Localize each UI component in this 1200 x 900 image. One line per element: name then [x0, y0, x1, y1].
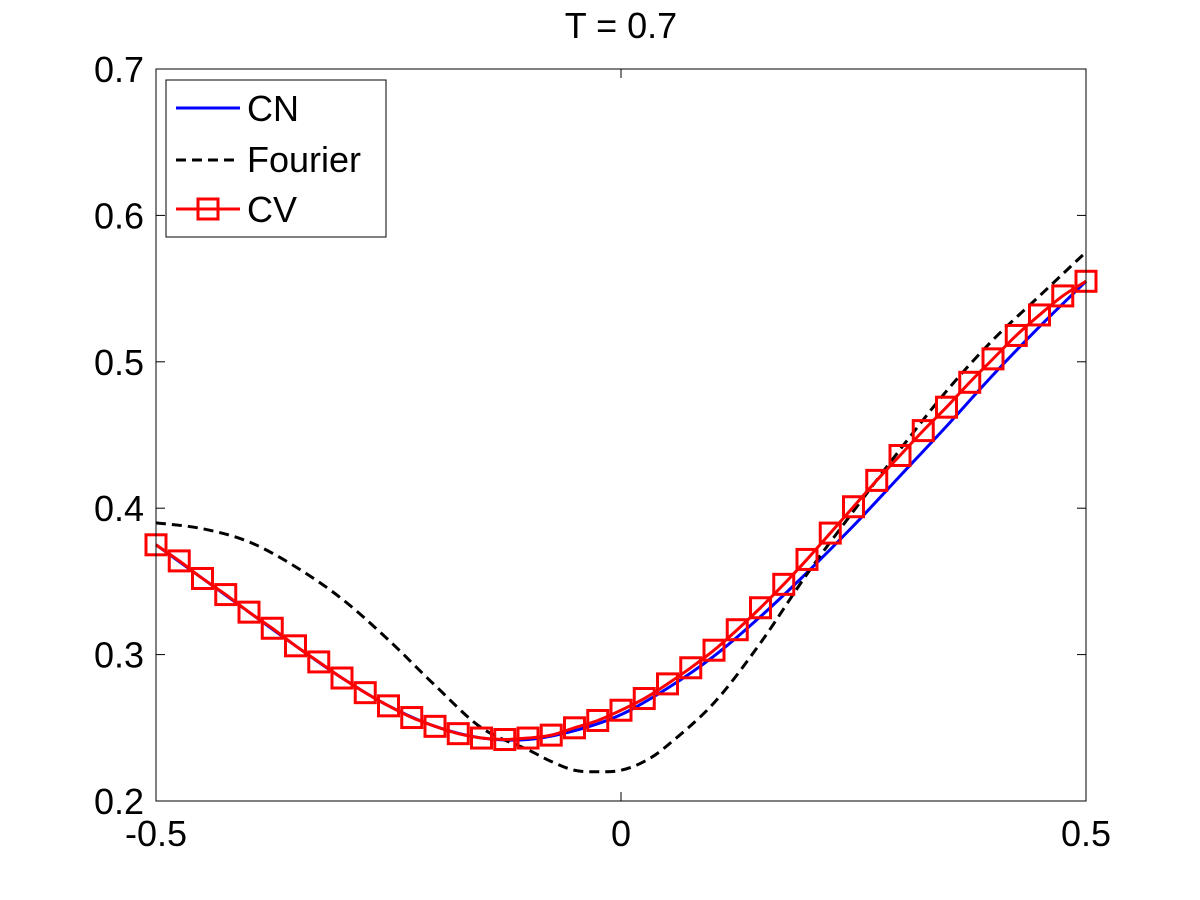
ticks-layer: -0.5 0 0.5 0.2 0.3 0.4 0.5 0.6 0.7 — [94, 49, 1111, 854]
series-point-cv — [609, 698, 633, 722]
series-point-cv — [470, 726, 493, 750]
series-point-cv — [539, 723, 563, 747]
series-line-fourier — [155, 250, 1088, 774]
series-point-cv — [842, 495, 865, 519]
series-point-cv — [237, 600, 261, 624]
series-point-cv — [772, 572, 796, 596]
series-point-cv — [888, 443, 912, 467]
series-point-cv — [260, 616, 284, 640]
series-point-cv — [167, 549, 191, 573]
series-point-cv — [935, 395, 958, 419]
y-tick-label: 0.5 — [94, 342, 144, 383]
series-point-cv — [284, 634, 307, 658]
series-point-cv — [353, 681, 377, 705]
series-point-cv — [911, 419, 935, 443]
series-point-cv — [749, 596, 772, 620]
legend-label-cv: CV — [247, 189, 297, 230]
series-point-cv — [307, 650, 331, 674]
legend-box — [165, 79, 387, 238]
chart-title: T = 0.7 — [565, 5, 677, 46]
x-tick-label: -0.5 — [125, 813, 187, 854]
series-point-cv — [958, 370, 982, 394]
legend: CN Fourier CV — [165, 79, 387, 238]
series-point-cv — [818, 521, 842, 545]
legend-marker-cv — [196, 197, 220, 221]
series-point-cv — [632, 687, 656, 711]
x-tick-label: 0 — [611, 813, 631, 854]
y-tick-label: 0.4 — [94, 488, 144, 529]
series-point-cv — [377, 694, 400, 718]
series-point-cv — [214, 583, 238, 607]
series-point-cv — [191, 566, 214, 590]
series-point-cv — [795, 547, 819, 571]
series-point-cv — [446, 722, 470, 746]
y-tick-label: 0.2 — [94, 781, 144, 822]
series-point-cv — [679, 656, 703, 680]
legend-label-cn: CN — [247, 88, 299, 129]
series-point-cv — [702, 638, 726, 662]
series-point-cv — [330, 666, 354, 690]
series-point-cv — [423, 714, 447, 738]
y-tick-label: 0.6 — [94, 195, 144, 236]
y-tick-label: 0.3 — [94, 635, 144, 676]
series-point-cv — [981, 347, 1005, 371]
series-point-cv — [1051, 284, 1075, 308]
series-point-cv — [493, 728, 517, 752]
legend-label-fourier: Fourier — [247, 139, 361, 180]
series-point-cv — [516, 726, 540, 750]
y-tick-label: 0.7 — [94, 49, 144, 90]
series-point-cv — [1028, 303, 1051, 327]
series-point-cv — [586, 708, 610, 732]
series-point-cv — [400, 706, 424, 730]
series-point-cv — [563, 716, 586, 740]
series-layer — [144, 250, 1098, 774]
series-line-cv — [155, 280, 1087, 742]
series-point-cv — [865, 468, 889, 492]
series-point-cv — [656, 672, 679, 696]
series-point-cv — [725, 618, 749, 642]
x-tick-label: 0.5 — [1061, 813, 1111, 854]
series-point-cv — [1004, 323, 1028, 347]
